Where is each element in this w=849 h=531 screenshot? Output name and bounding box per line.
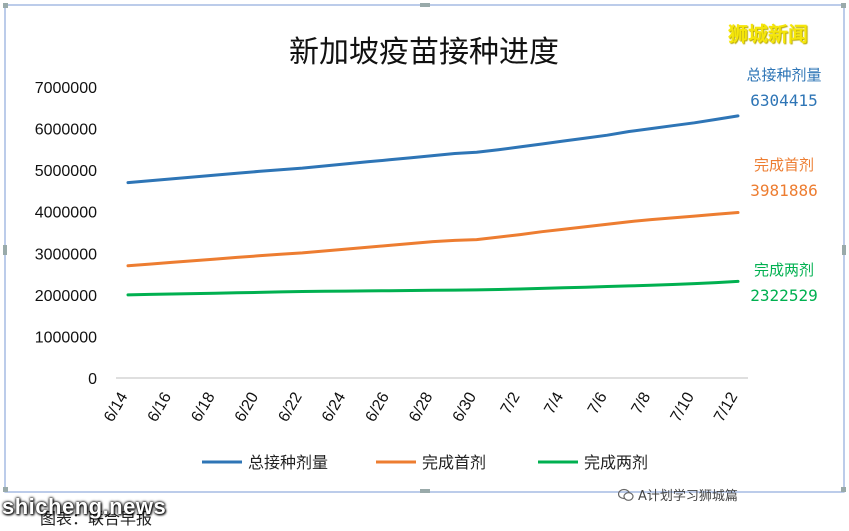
y-tick-label: 5000000 bbox=[35, 163, 97, 180]
series-end-value: 6304415 bbox=[750, 91, 817, 110]
series-line bbox=[126, 211, 740, 268]
y-tick-label: 4000000 bbox=[35, 205, 97, 222]
series-end-name: 总接种剂量 bbox=[746, 66, 821, 84]
legend-label: 完成两剂 bbox=[584, 453, 648, 472]
y-tick-label: 6000000 bbox=[35, 122, 97, 139]
chart-title: 新加坡疫苗接种进度 bbox=[289, 35, 559, 70]
legend-label: 总接种剂量 bbox=[248, 453, 328, 472]
series-line bbox=[126, 279, 740, 297]
brand-logo-text: 狮城新闻 bbox=[728, 22, 808, 46]
wechat-icon bbox=[617, 488, 634, 502]
y-tick-label: 7000000 bbox=[35, 80, 97, 97]
y-tick-label: 3000000 bbox=[35, 246, 97, 263]
legend-label: 完成首剂 bbox=[422, 453, 486, 472]
resize-handles[interactable] bbox=[3, 3, 846, 493]
y-tick-label: 0 bbox=[88, 371, 97, 388]
series-line bbox=[126, 114, 740, 185]
series-end-name: 完成两剂 bbox=[754, 261, 814, 279]
series-end-labels: 总接种剂量 6304415 完成首剂 3981886 完成两剂 2322529 bbox=[746, 66, 821, 305]
y-tick-label: 2000000 bbox=[35, 288, 97, 305]
chart-border bbox=[4, 4, 845, 493]
credit-text: A计划学习狮城篇 bbox=[638, 489, 738, 504]
figure-caption: 图表：联合早报 bbox=[40, 509, 153, 528]
legend: 总接种剂量 完成首剂 完成两剂 bbox=[202, 453, 648, 472]
series-end-value: 3981886 bbox=[750, 181, 817, 200]
series-end-name: 完成首剂 bbox=[754, 156, 814, 174]
credit-line: A计划学习狮城篇 bbox=[617, 485, 738, 504]
y-tick-label: 1000000 bbox=[35, 329, 97, 346]
site-watermark: shicheng.news bbox=[2, 494, 167, 519]
y-axis-ticks: 0 1000000 2000000 3000000 4000000 5000000 6000… bbox=[35, 80, 97, 388]
series-lines bbox=[126, 114, 740, 297]
series-end-value: 2322529 bbox=[750, 286, 817, 305]
